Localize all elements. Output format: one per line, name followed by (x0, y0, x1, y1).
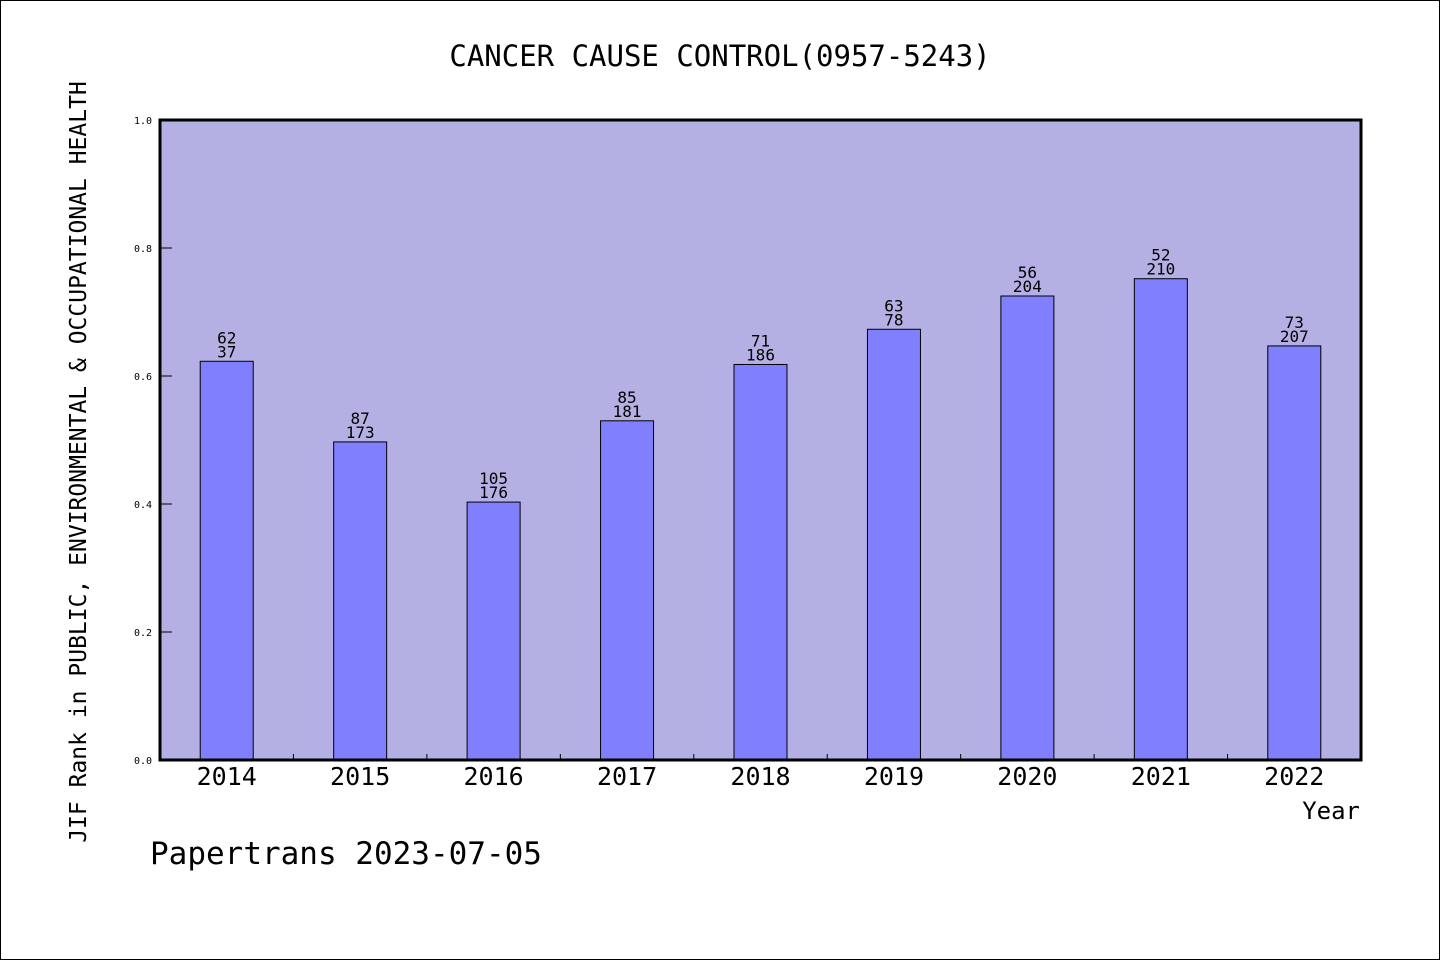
bar (1267, 345, 1322, 761)
data-label-rank: 87 (351, 409, 370, 428)
y-tick-label: 0.4 (134, 500, 152, 511)
x-tick-label: 2018 (730, 762, 790, 791)
chart-title: CANCER CAUSE CONTROL(0957-5243) (449, 39, 990, 73)
data-label-total: 204 (1013, 277, 1042, 296)
data-label-rank: 73 (1285, 313, 1304, 332)
data-label-rank: 56 (1018, 263, 1037, 282)
data-label-rank: 52 (1151, 246, 1170, 265)
bar (333, 441, 388, 761)
x-tick-label: 2016 (464, 762, 524, 791)
x-tick-label: 2021 (1131, 762, 1191, 791)
data-label-total: 37 (217, 342, 236, 361)
data-label-rank: 105 (479, 469, 508, 488)
bar (466, 501, 521, 761)
x-axis-label: Year (1302, 797, 1360, 825)
bar (600, 420, 655, 761)
y-tick-label: 0.2 (134, 628, 152, 639)
x-tick-label: 2020 (997, 762, 1057, 791)
data-label-total: 210 (1146, 260, 1175, 279)
data-label-total: 207 (1280, 327, 1309, 346)
bar (1000, 295, 1055, 761)
data-label-rank: 63 (884, 296, 903, 315)
bar (199, 360, 254, 761)
bar (733, 363, 788, 761)
y-tick-label: 0.0 (134, 756, 152, 767)
y-axis-label: JIF Rank in PUBLIC, ENVIRONMENTAL & OCCU… (66, 81, 92, 843)
y-tick-label: 1.0 (134, 116, 152, 127)
data-label-rank: 85 (617, 388, 636, 407)
footer-credit: Papertrans 2023-07-05 (150, 836, 542, 872)
x-tick-label: 2017 (597, 762, 657, 791)
plot-border (158, 118, 1363, 762)
data-label-rank: 71 (751, 331, 770, 350)
data-label-total: 173 (346, 423, 375, 442)
x-tick-label: 2022 (1264, 762, 1324, 791)
data-label-total: 176 (479, 483, 508, 502)
y-tick-label: 0.6 (134, 372, 152, 383)
data-label-total: 78 (884, 310, 903, 329)
x-tick-label: 2015 (330, 762, 390, 791)
data-label-total: 186 (746, 345, 775, 364)
x-tick-label: 2019 (864, 762, 924, 791)
y-tick-label: 0.8 (134, 244, 152, 255)
data-label-rank: 62 (217, 328, 236, 347)
x-tick-label: 2014 (197, 762, 257, 791)
bar (866, 328, 921, 761)
data-label-total: 181 (613, 402, 642, 421)
bar (1133, 278, 1188, 761)
